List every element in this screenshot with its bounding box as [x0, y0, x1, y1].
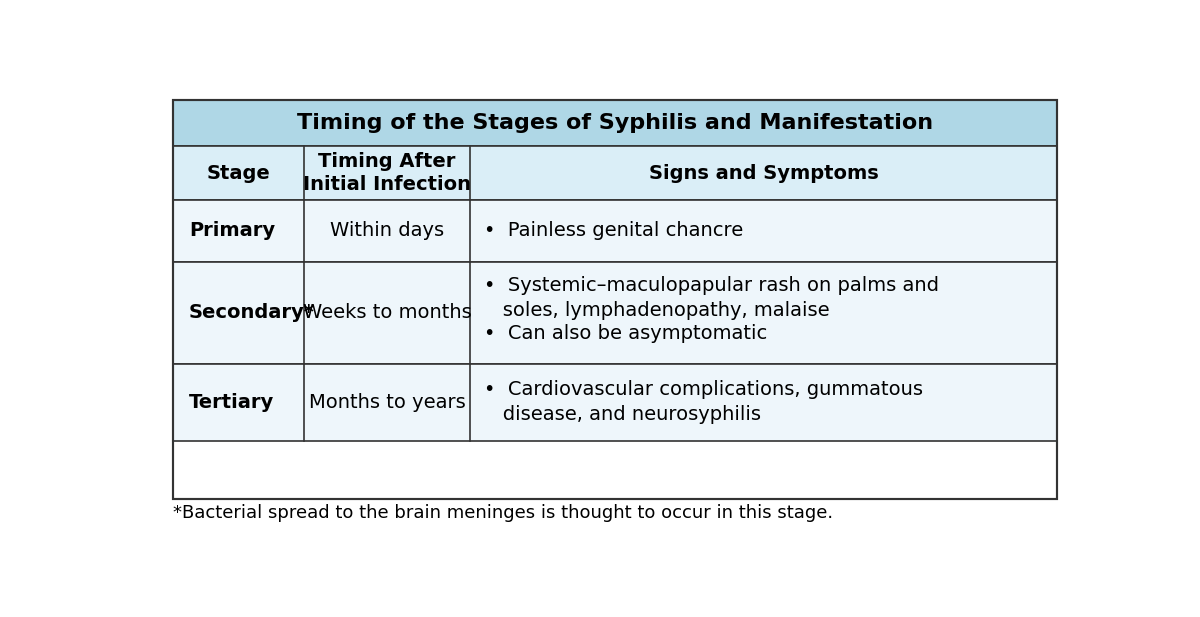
Text: Timing After
Initial Infection: Timing After Initial Infection	[304, 152, 472, 194]
Text: Weeks to months: Weeks to months	[302, 303, 472, 322]
Text: Months to years: Months to years	[308, 393, 466, 412]
Bar	[173, 100, 1057, 146]
Text: Within days: Within days	[330, 222, 444, 241]
Bar	[173, 146, 1057, 200]
Bar	[173, 100, 1057, 499]
Text: •  Painless genital chancre: • Painless genital chancre	[484, 222, 743, 241]
Bar	[173, 363, 1057, 441]
Text: Timing of the Stages of Syphilis and Manifestation: Timing of the Stages of Syphilis and Man…	[296, 113, 934, 133]
Text: Tertiary: Tertiary	[188, 393, 274, 412]
Text: •  Cardiovascular complications, gummatous
   disease, and neurosyphilis: • Cardiovascular complications, gummatou…	[484, 381, 923, 424]
Text: Secondary*: Secondary*	[188, 303, 314, 322]
Text: Signs and Symptoms: Signs and Symptoms	[648, 164, 878, 183]
Text: Stage: Stage	[206, 164, 270, 183]
Bar	[173, 262, 1057, 363]
Bar	[173, 200, 1057, 262]
Text: Primary: Primary	[188, 222, 275, 241]
Text: *Bacterial spread to the brain meninges is thought to occur in this stage.: *Bacterial spread to the brain meninges …	[173, 505, 833, 523]
Text: •  Systemic–maculopapular rash on palms and
   soles, lymphadenopathy, malaise: • Systemic–maculopapular rash on palms a…	[484, 276, 940, 320]
Text: •  Can also be asymptomatic: • Can also be asymptomatic	[484, 324, 767, 343]
